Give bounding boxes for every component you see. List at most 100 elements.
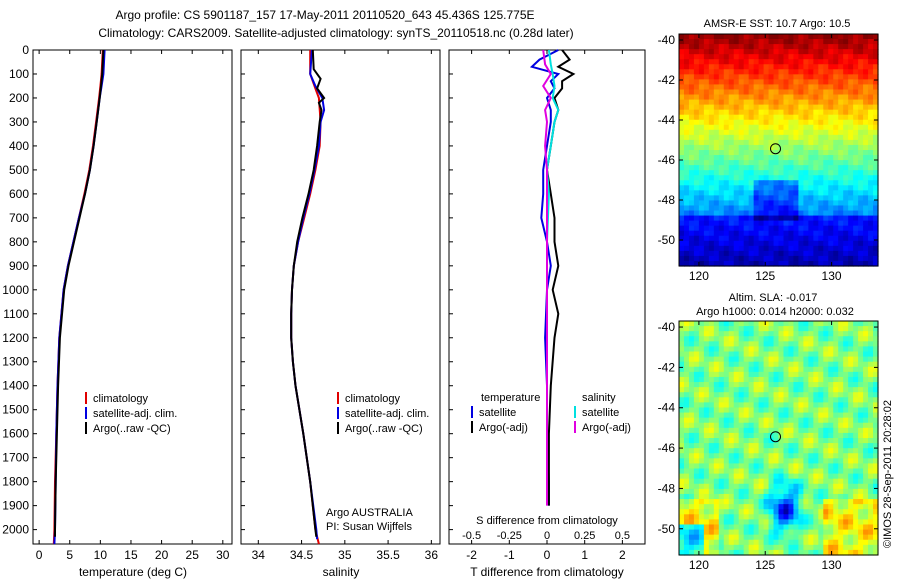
heatmap-cell [713,235,720,242]
heatmap-cell [758,205,765,212]
heatmap-cell [688,346,695,353]
heatmap-cell [713,509,720,515]
heatmap-cell [808,336,814,342]
heatmap-cell [823,49,829,55]
heatmap-cell [693,483,700,490]
heatmap-cell [773,483,780,490]
heatmap-cell [823,427,829,434]
heatmap-cell [793,240,799,247]
heatmap-cell [738,493,745,500]
heatmap-cell [773,443,780,449]
heatmap-cell [803,255,809,262]
heatmap-cell [833,514,839,520]
heatmap-cell [738,402,745,409]
heatmap-cell [758,504,765,510]
heatmap-cell [758,74,765,80]
heatmap-cell [788,402,795,409]
heatmap-cell [728,468,735,475]
heatmap-cell [748,134,755,141]
heatmap-cell [768,356,775,363]
heatmap-cell [803,49,809,55]
heatmap-cell [813,432,819,439]
heatmap-cell [838,371,844,378]
heatmap-cell [733,124,740,131]
heatmap-cell [773,160,780,166]
heatmap-cell [718,64,725,70]
heatmap-cell [683,39,690,45]
heatmap-cell [728,59,735,65]
heatmap-cell [863,44,869,50]
heatmap-cell [783,504,790,510]
heatmap-cell [848,34,854,40]
heatmap-cell [688,366,695,373]
heatmap-cell [873,114,879,121]
heatmap-cell [803,382,809,388]
heatmap-cell [758,458,765,465]
heatmap-cell [818,64,824,70]
heatmap-cell [828,134,834,141]
heatmap-cell [828,175,834,181]
heatmap-cell [723,458,730,465]
heatmap-cell [688,220,695,227]
heatmap-cell [873,376,879,383]
heatmap-cell [683,539,690,546]
heatmap-cell [763,220,770,227]
heatmap-cell [843,346,849,353]
heatmap-cell [783,331,790,337]
heatmap-cell [853,250,859,257]
heatmap-cell [708,371,715,378]
heatmap-cell [723,84,730,91]
heatmap-cell [868,448,874,454]
heatmap-cell [773,427,780,434]
heatmap-cell [723,478,730,485]
heatmap-cell [808,175,814,181]
heatmap-cell [778,144,785,151]
heatmap-cell [803,524,809,531]
heatmap-cell [763,49,770,55]
heatmap-cell [788,144,795,151]
heatmap-cell [763,84,770,91]
heatmap-cell [748,321,755,327]
heatmap-cell [758,200,765,207]
heatmap-cell [858,432,864,439]
heatmap-cell [833,387,839,393]
heatmap-cell [808,180,814,186]
heatmap-cell [853,326,859,332]
heatmap-cell [743,356,750,363]
heatmap-cell [818,150,824,156]
heatmap-cell [858,175,864,181]
heatmap-cell [838,351,844,358]
heatmap-cell [768,54,775,60]
heatmap-cell [788,225,795,232]
heatmap-cell [818,336,824,342]
heatmap-cell [843,524,849,531]
heatmap-cell [823,44,829,50]
0-xtick-label: 25 [186,548,200,562]
heatmap-cell [833,129,839,136]
heatmap-cell [748,89,755,96]
heatmap-cell [783,463,790,470]
heatmap-cell [788,504,795,510]
heatmap-cell [693,155,700,161]
heatmap-cell [833,417,839,424]
heatmap-cell [693,361,700,368]
heatmap-cell [698,448,705,454]
heatmap-cell [683,422,690,429]
heatmap-cell [788,195,795,202]
heatmap-cell [679,376,685,383]
heatmap-cell [679,225,685,232]
heatmap-cell [718,44,725,50]
heatmap-cell [683,54,690,60]
heatmap-cell [843,539,849,546]
heatmap-cell [743,139,750,146]
heatmap-cell [818,387,824,393]
heatmap-cell [723,185,730,191]
heatmap-cell [803,200,809,207]
heatmap-cell [713,382,720,388]
heatmap-cell [813,376,819,383]
heatmap-cell [728,69,735,75]
heatmap-cell [733,382,740,388]
heatmap-cell [743,195,750,202]
heatmap-cell [863,458,869,465]
heatmap-cell [798,255,804,262]
